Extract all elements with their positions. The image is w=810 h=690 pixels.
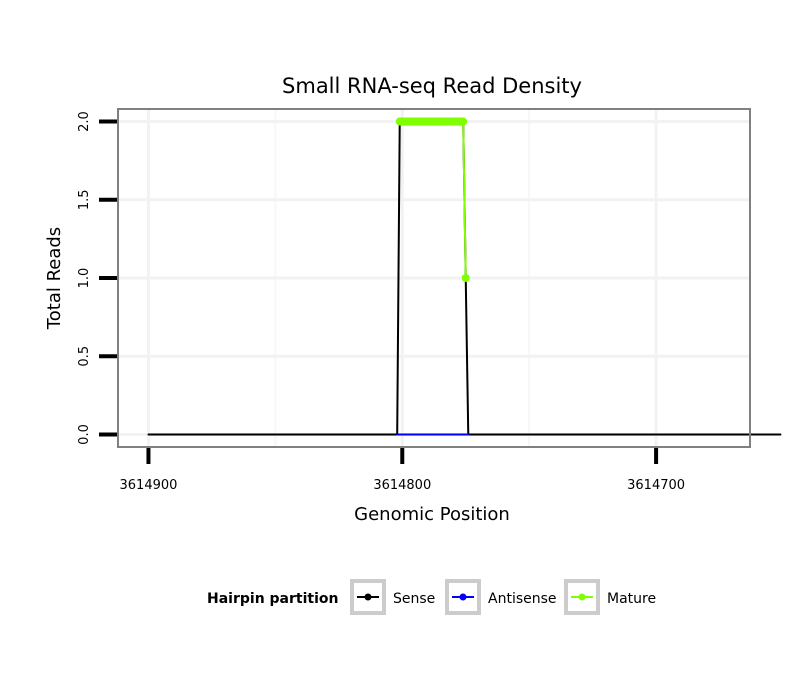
y-tick-label: 1.5: [77, 189, 92, 210]
legend-point-mature: [578, 593, 586, 601]
legend: Hairpin partition Sense Antisense Mature: [207, 579, 656, 615]
plot-border: [117, 108, 751, 448]
x-tick-label: 3614700: [627, 478, 685, 493]
x-tick-label: 3614900: [120, 478, 178, 493]
legend-label-sense: Sense: [393, 591, 435, 607]
legend-label-antisense: Antisense: [488, 591, 557, 607]
axis-layer: 3614900 3614800 3614700 0.0 0.5 1.0 1.5 2.0: [77, 111, 685, 493]
mature-point: [461, 274, 470, 282]
y-axis-title: Total Reads: [44, 227, 65, 330]
legend-label-mature: Mature: [607, 591, 656, 607]
mature-point: [459, 118, 467, 126]
x-axis-title: Genomic Position: [354, 504, 510, 525]
chart-title: Small RNA-seq Read Density: [282, 74, 582, 98]
y-tick-label: 1.0: [77, 268, 92, 289]
y-tick-label: 0.5: [77, 346, 92, 367]
y-tick-label: 2.0: [77, 111, 92, 132]
legend-point-sense: [364, 593, 372, 601]
series-layer: [147, 117, 782, 436]
legend-title: Hairpin partition: [207, 591, 338, 607]
y-tick-label: 0.0: [77, 424, 92, 445]
legend-point-antisense: [459, 593, 467, 601]
x-tick-label: 3614800: [373, 478, 431, 493]
